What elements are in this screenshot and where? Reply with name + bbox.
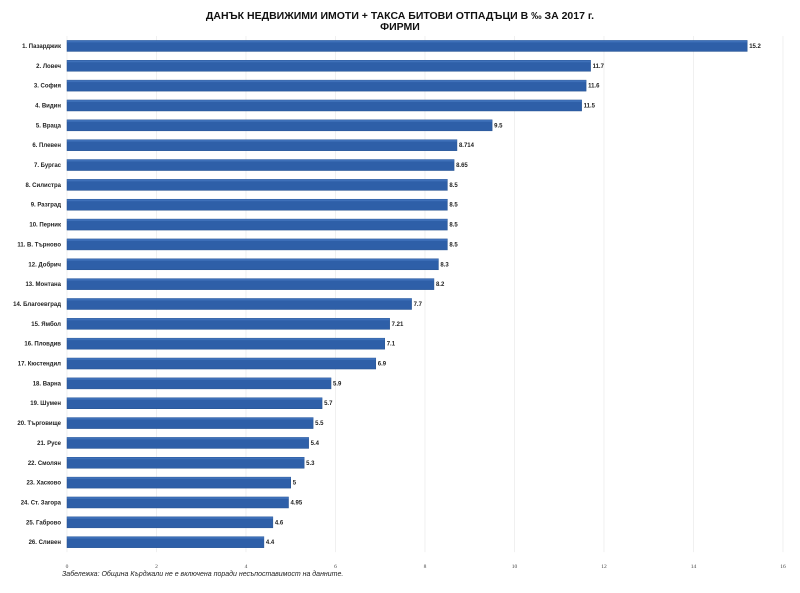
bar-highlight xyxy=(67,119,493,122)
value-label: 11.6 xyxy=(588,84,600,90)
value-label: 7.1 xyxy=(387,342,396,348)
bar-highlight xyxy=(67,536,264,539)
bar-highlight xyxy=(67,318,390,321)
bar-highlight xyxy=(67,99,582,102)
bar-highlight xyxy=(67,516,273,519)
value-label: 5.9 xyxy=(333,381,342,387)
value-label: 8.2 xyxy=(436,282,445,288)
category-label: 20. Търговище xyxy=(17,421,61,427)
value-label: 8.714 xyxy=(459,143,475,149)
bar-highlight xyxy=(67,258,439,261)
bar-highlight xyxy=(67,139,457,142)
value-label: 8.5 xyxy=(449,203,458,209)
bar-highlight xyxy=(67,477,291,480)
value-label: 8.65 xyxy=(456,163,468,169)
bar-highlight xyxy=(67,40,748,43)
category-label: 10. Перник xyxy=(29,223,61,229)
value-label: 5.7 xyxy=(324,401,333,407)
category-label: 6. Плевен xyxy=(32,143,61,149)
value-label: 8.5 xyxy=(449,183,458,189)
value-label: 7.21 xyxy=(392,322,404,328)
x-tick-label: 12 xyxy=(601,564,607,570)
category-label: 19. Шумен xyxy=(30,401,61,407)
value-label: 15.2 xyxy=(749,44,761,50)
x-tick-label: 16 xyxy=(780,564,786,570)
category-label: 21. Русе xyxy=(37,441,62,447)
bar-highlight xyxy=(67,60,591,63)
category-label: 3. София xyxy=(34,83,62,90)
category-label: 22. Смолян xyxy=(28,461,62,467)
category-label: 16. Пловдив xyxy=(24,342,61,348)
value-label: 4.4 xyxy=(266,540,275,546)
x-tick-label: 2 xyxy=(155,564,158,570)
category-label: 5. Враца xyxy=(36,123,62,129)
value-label: 9.5 xyxy=(494,123,503,129)
category-label: 1. Пазарджик xyxy=(22,44,61,50)
category-label: 25. Габрово xyxy=(26,519,61,526)
bar-highlight xyxy=(67,298,412,301)
x-tick-label: 14 xyxy=(691,564,697,570)
bar-highlight xyxy=(67,457,305,460)
category-label: 17. Кюстендил xyxy=(18,362,61,368)
category-label: 14. Благоевград xyxy=(13,302,61,308)
value-label: 8.5 xyxy=(449,223,458,229)
bar-highlight xyxy=(67,159,455,162)
x-tick-label: 10 xyxy=(512,564,518,570)
category-label: 18. Варна xyxy=(33,381,62,387)
value-label: 5.3 xyxy=(306,461,315,467)
value-label: 11.7 xyxy=(593,64,605,70)
bar-highlight xyxy=(67,358,376,361)
category-label: 2. Ловеч xyxy=(36,64,61,70)
value-label: 8.5 xyxy=(449,242,458,248)
bar-highlight xyxy=(67,80,587,83)
value-label: 4.6 xyxy=(275,520,284,526)
bar-highlight xyxy=(67,199,448,202)
x-tick-label: 6 xyxy=(334,564,337,570)
category-label: 4. Видин xyxy=(35,103,61,109)
bar-highlight xyxy=(67,417,314,420)
value-label: 8.3 xyxy=(440,262,449,268)
value-label: 6.9 xyxy=(378,362,387,368)
category-label: 26. Сливен xyxy=(29,540,62,546)
category-label: 23. Хасково xyxy=(26,481,61,487)
bar-highlight xyxy=(67,397,323,400)
bar-highlight xyxy=(67,437,309,440)
chart-note: Забележка: Община Кърджали не е включена… xyxy=(62,571,344,578)
value-label: 4.95 xyxy=(291,500,303,506)
bar-highlight xyxy=(67,179,448,182)
value-label: 7.7 xyxy=(414,302,423,308)
value-label: 5.4 xyxy=(311,441,320,447)
category-label: 7. Бургас xyxy=(34,163,62,169)
bar-highlight xyxy=(67,377,332,380)
chart-title: ДАНЪК НЕДВИЖИМИ ИМОТИ + ТАКСА БИТОВИ ОТП… xyxy=(205,10,595,22)
category-label: 12. Добрич xyxy=(28,261,61,268)
chart-subtitle: ФИРМИ xyxy=(380,21,420,33)
x-tick-label: 4 xyxy=(245,564,248,570)
bar-highlight xyxy=(67,338,385,341)
category-label: 24. Ст. Загора xyxy=(21,500,62,506)
bar-highlight xyxy=(67,278,434,281)
category-label: 13. Монтана xyxy=(25,282,61,288)
bar-highlight xyxy=(67,238,448,241)
bar-highlight xyxy=(67,496,289,499)
bar-highlight xyxy=(67,219,448,222)
x-tick-label: 0 xyxy=(66,564,69,570)
category-label: 15. Ямбол xyxy=(31,321,61,328)
category-label: 8. Силистра xyxy=(26,183,62,189)
value-label: 5 xyxy=(293,481,297,487)
x-tick-label: 8 xyxy=(424,564,427,570)
category-label: 9. Разград xyxy=(31,203,61,209)
value-label: 5.5 xyxy=(315,421,324,427)
value-label: 11.5 xyxy=(584,103,596,109)
category-label: 11. В. Търново xyxy=(17,242,61,248)
